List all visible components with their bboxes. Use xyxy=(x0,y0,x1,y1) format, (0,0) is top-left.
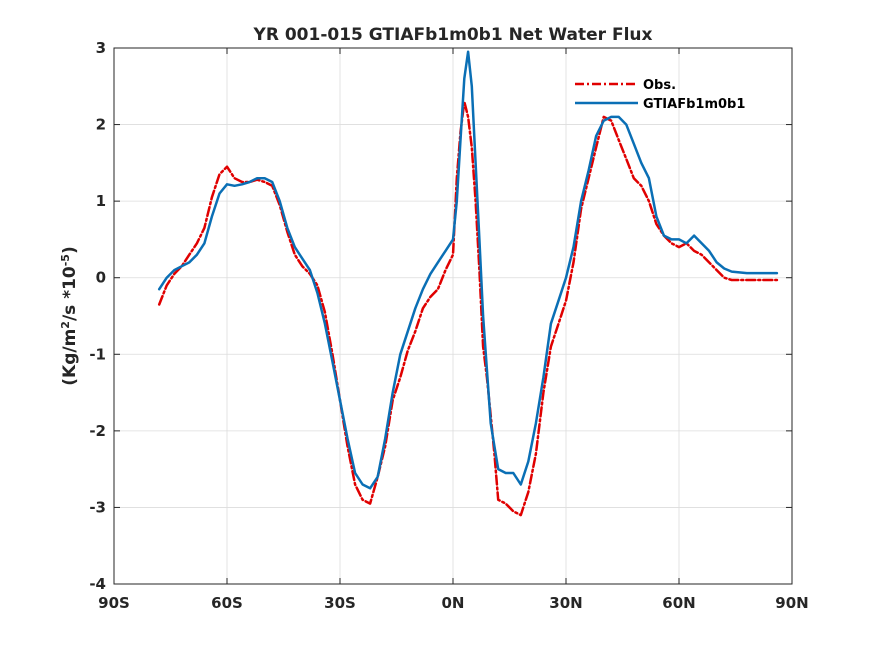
y-tick-label: -3 xyxy=(89,498,106,516)
y-axis-label-sup1: 2 xyxy=(59,321,72,329)
y-axis-label: (Kg/m2/s *10-5) xyxy=(59,246,80,386)
series-layer xyxy=(157,50,779,517)
y-axis-label-end: ) xyxy=(60,246,80,254)
y-tick-label: -1 xyxy=(89,345,106,363)
x-tick-label: 30N xyxy=(549,594,582,612)
x-tick-label: 60S xyxy=(211,594,243,612)
x-tick-label: 60N xyxy=(662,594,695,612)
legend: Obs. GTIAFb1m0b1 xyxy=(575,78,745,112)
y-tick-label: 3 xyxy=(96,39,106,57)
x-tick-label: 0N xyxy=(442,594,465,612)
tick-layer: 90S 60S 30S 0N 30N 60N 90N -4 -3 -2 -1 0 1 2 3 xyxy=(89,39,808,612)
model-series-line xyxy=(157,50,779,490)
y-tick-label: -4 xyxy=(89,575,106,593)
legend-model-label: GTIAFb1m0b1 xyxy=(643,97,745,112)
y-axis-label-base: (Kg/m xyxy=(60,329,80,386)
y-axis-label-mid: /s *10 xyxy=(60,266,80,321)
x-tick-label: 90S xyxy=(98,594,130,612)
y-tick-label: 2 xyxy=(96,116,106,134)
y-tick-label: -2 xyxy=(89,422,106,440)
y-tick-label: 1 xyxy=(96,192,106,210)
y-tick-label: 0 xyxy=(96,269,106,287)
legend-obs-label: Obs. xyxy=(643,78,676,93)
x-tick-label: 30S xyxy=(324,594,356,612)
x-tick-label: 90N xyxy=(775,594,808,612)
y-axis-label-sup2: -5 xyxy=(59,254,72,266)
grid-layer xyxy=(114,48,792,584)
chart-title: YR 001-015 GTIAFb1m0b1 Net Water Flux xyxy=(253,25,653,45)
